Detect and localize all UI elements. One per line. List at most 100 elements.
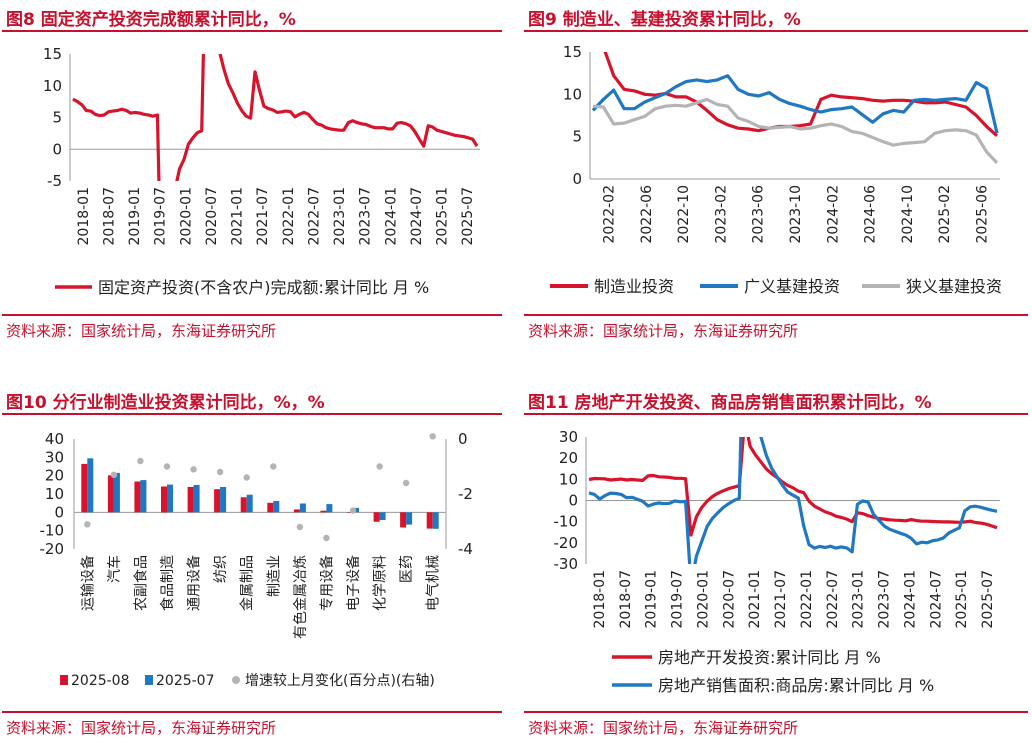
- bar-2025-08-7: [267, 502, 274, 513]
- bar-2025-08-13: [426, 512, 433, 529]
- legend-label-0: 2025-08: [71, 673, 130, 689]
- x-tick-label: 2022-10: [676, 185, 692, 244]
- legend-label-2: 狭义基建投资: [906, 277, 1002, 296]
- x-tick-label: 2022-07: [306, 187, 322, 246]
- x-tick-label: 2023-01: [332, 187, 348, 246]
- y-tick-label: 10: [559, 470, 578, 488]
- fig9-title: 图9 制造业、基建投资累计同比，%: [528, 10, 801, 30]
- fig10-source: 资料来源：国家统计局，东海证券研究所: [6, 719, 277, 737]
- x-tick-label: 2025-07: [460, 187, 476, 246]
- category-label: 医药: [399, 555, 415, 583]
- x-tick-label: 2021-07: [255, 187, 271, 246]
- change-dot-11: [376, 463, 383, 470]
- fig10-title: 图10 分行业制造业投资累计同比，%，%: [6, 393, 325, 413]
- change-dot-3: [163, 463, 171, 470]
- x-tick-label: 2018-01: [592, 570, 608, 629]
- legend-label-1: 广义基建投资: [744, 277, 840, 296]
- change-dot-0: [84, 521, 91, 528]
- bar-2025-08-8: [293, 509, 300, 513]
- change-dot-8: [296, 523, 304, 531]
- y-left-tick-label: -10: [40, 522, 65, 540]
- x-tick-label: 2023-02: [713, 185, 729, 244]
- x-tick-label: 2024-10: [900, 185, 916, 244]
- bar-2025-07-6: [246, 494, 253, 513]
- x-tick-label: 2023-01: [851, 570, 867, 629]
- bar-2025-08-2: [134, 481, 141, 513]
- fig8-title-rule: [2, 30, 502, 32]
- x-tick-label: 2023-07: [877, 570, 893, 629]
- bar-2025-07-4: [193, 485, 200, 513]
- category-label: 农副食品: [132, 555, 149, 611]
- bar-2025-08-0: [81, 463, 88, 513]
- y-tick-label: 5: [52, 109, 62, 127]
- fig9-chart: 0 5 10 15 2022-02 2022-06 2022-10 2023-02 2023-0…: [550, 43, 1002, 296]
- bar-2025-07-5: [220, 487, 227, 513]
- category-label: 金属制品: [240, 555, 256, 611]
- y-tick-label: -10: [554, 513, 579, 531]
- category-label: 制造业: [266, 555, 282, 597]
- x-tick-label: 2020-01: [178, 187, 194, 246]
- y-tick-label: 15: [43, 45, 62, 63]
- bar-2025-08-9: [320, 510, 327, 513]
- change-dot-7: [270, 463, 277, 470]
- category-label: 电气机械: [426, 555, 442, 611]
- bar-2025-08-6: [240, 497, 247, 513]
- y-tick-label: 20: [559, 449, 578, 467]
- bar-2025-07-13: [432, 512, 439, 529]
- change-dot-5: [216, 468, 224, 476]
- x-tick-label: 2025-02: [937, 185, 953, 244]
- fig10-bottom-rule: [2, 711, 502, 713]
- x-tick-label: 2022-02: [602, 185, 618, 244]
- legend-label-1: 2025-07: [156, 673, 215, 689]
- legend-label: 固定资产投资(不含农户)完成额:累计同比 月 %: [98, 278, 429, 297]
- legend-swatch-0: [60, 675, 68, 685]
- x-tick-label: 2021-01: [230, 187, 246, 246]
- y-tick-label: -5: [47, 172, 62, 190]
- y-right-tick-label: 0: [458, 430, 468, 448]
- bar-2025-08-11: [373, 512, 380, 522]
- x-tick-label: 2025-01: [954, 570, 970, 629]
- x-tick-label: 2022-01: [799, 570, 815, 629]
- x-tick-label: 2025-01: [435, 187, 451, 246]
- y-left-tick-label: 30: [45, 448, 64, 466]
- bar-2025-07-0: [87, 458, 94, 513]
- y-tick-label: 0: [568, 492, 578, 510]
- x-tick-label: 2024-07: [928, 570, 944, 629]
- y-tick-label: 0: [52, 140, 62, 158]
- bar-2025-07-1: [113, 472, 120, 513]
- x-tick-label: 2023-06: [751, 185, 767, 244]
- bar-2025-08-10: [347, 512, 353, 513]
- fig9-title-rule: [524, 30, 1028, 32]
- x-tick-label: 2023-10: [788, 185, 804, 244]
- x-tick-label: 2018-07: [618, 570, 634, 629]
- y-tick-label: 10: [563, 85, 582, 103]
- legend-label-0: 制造业投资: [594, 277, 674, 296]
- bar-2025-07-12: [406, 512, 413, 525]
- change-dot-2: [137, 457, 144, 465]
- x-tick-label: 2021-07: [773, 570, 789, 629]
- bar-2025-07-11: [379, 512, 386, 520]
- fig11-chart: -30 -20 -10 0 10 20 30 2018-01 2018-07 2019-01 201…: [554, 428, 1000, 695]
- series-line-1: [588, 437, 998, 564]
- x-tick-label: 2022-07: [825, 570, 841, 629]
- fig10-title-rule: [2, 413, 502, 415]
- bar-2025-08-3: [161, 486, 167, 513]
- series-line-2: [592, 97, 999, 164]
- category-label: 运输设备: [79, 555, 96, 611]
- bar-2025-08-1: [107, 475, 114, 513]
- y-left-tick-label: 20: [45, 467, 64, 485]
- y-tick-label: 0: [572, 170, 582, 188]
- legend-label-1: 房地产销售面积:商品房:累计同比 月 %: [658, 676, 934, 695]
- x-tick-label: 2019-01: [644, 570, 660, 629]
- x-tick-label: 2024-06: [863, 185, 879, 244]
- category-label: 通用设备: [186, 555, 203, 611]
- bar-2025-08-5: [214, 489, 221, 513]
- x-tick-label: 2018-01: [76, 187, 92, 246]
- x-tick-label: 2025-07: [980, 570, 996, 629]
- fig11-panel: 图11 房地产开发投资、商品房销售面积累计同比，% -30 -20 -10 0 10 20…: [524, 383, 1032, 742]
- series-line-0: [72, 54, 479, 181]
- y-tick-label: -30: [554, 555, 579, 573]
- y-tick-label: 30: [559, 428, 578, 446]
- x-tick-label: 2024-01: [902, 570, 918, 629]
